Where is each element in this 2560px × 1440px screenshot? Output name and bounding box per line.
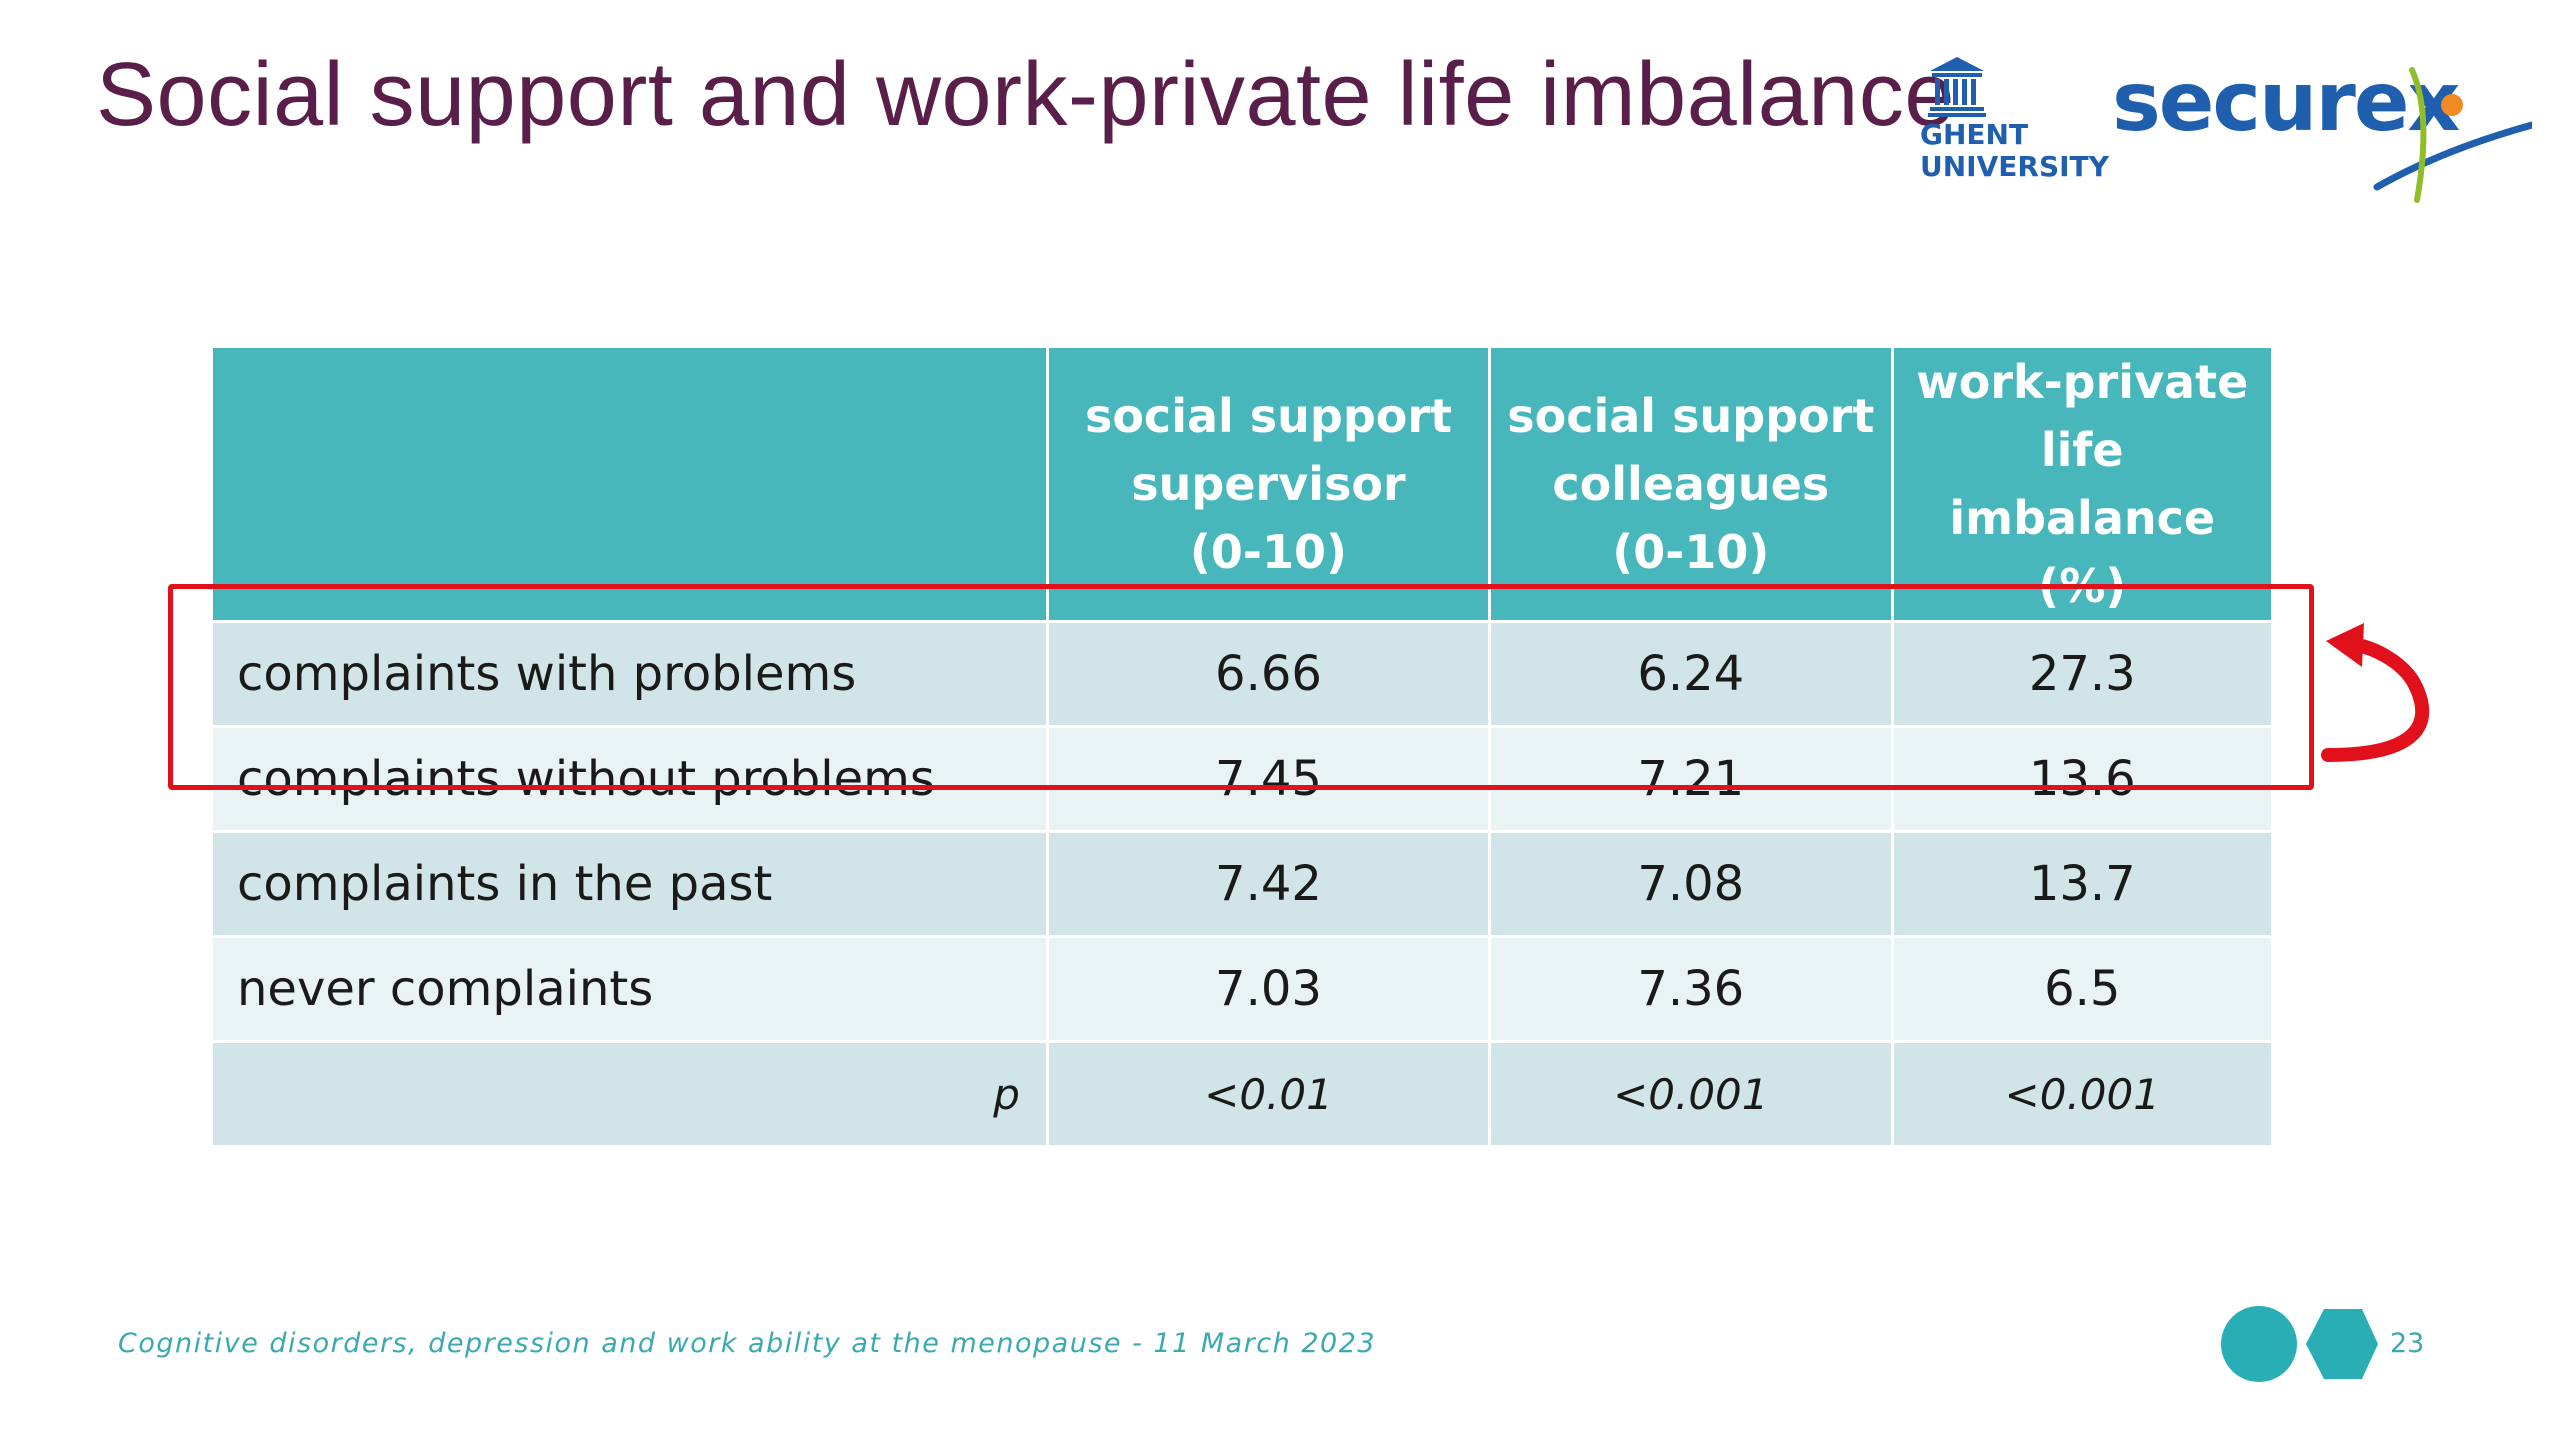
cell-colleagues: 7.36: [1491, 935, 1891, 1040]
header-social-support-colleagues: social support colleagues (0-10): [1491, 348, 1891, 620]
row-label: complaints with problems: [213, 620, 1046, 725]
highlight-box: [168, 584, 2314, 790]
row-label: complaints without problems: [213, 725, 1046, 830]
securex-logo: securex: [2112, 55, 2532, 205]
row-label: never complaints: [213, 935, 1046, 1040]
page-number: 23: [2390, 1328, 2425, 1359]
header-line: (0-10): [1612, 525, 1770, 579]
header-line: work-private: [1916, 355, 2249, 409]
cell-colleagues: 7.08: [1491, 830, 1891, 935]
securex-swoosh-icon: [2373, 67, 2532, 203]
cell-imbalance: 13.7: [1893, 830, 2271, 935]
table-row: complaints with problems 6.66 6.24 27.3: [213, 620, 2271, 725]
header-work-private-life-imbalance: work-private life imbalance (%): [1893, 348, 2271, 620]
slide-title: Social support and work-private life imb…: [96, 45, 1955, 145]
table-header-row: social support supervisor (0-10) social …: [213, 348, 2271, 620]
cell-imbalance: 13.6: [1893, 725, 2271, 830]
header-line: life imbalance: [1949, 423, 2216, 545]
header-line: supervisor: [1131, 457, 1406, 511]
cell-imbalance: 6.5: [1893, 935, 2271, 1040]
cell-colleagues: 6.24: [1491, 620, 1891, 725]
cell-supervisor: 7.45: [1048, 725, 1489, 830]
p-value-supervisor: <0.01: [1048, 1040, 1489, 1145]
results-table: social support supervisor (0-10) social …: [210, 348, 2274, 1145]
p-value-imbalance: <0.001: [1893, 1040, 2271, 1145]
cell-imbalance: 27.3: [1893, 620, 2271, 725]
ugent-line-2: UNIVERSITY: [1920, 150, 2109, 183]
p-value-label: p: [213, 1040, 1046, 1145]
cell-colleagues: 7.21: [1491, 725, 1891, 830]
table-row: complaints without problems 7.45 7.21 13…: [213, 725, 2271, 830]
footer-shapes-icon: [2221, 1306, 2378, 1382]
header-line: (0-10): [1189, 525, 1348, 579]
ghent-university-logo: GHENT UNIVERSITY: [1920, 55, 2109, 185]
ghent-university-wordmark: GHENT UNIVERSITY: [1920, 119, 2109, 183]
header-line: social support: [1507, 389, 1875, 443]
curved-arrow-icon: [2321, 623, 2430, 762]
header-line: colleagues: [1552, 457, 1830, 511]
header-empty-cell: [213, 348, 1046, 620]
p-value-colleagues: <0.001: [1491, 1040, 1891, 1145]
ugent-line-1: GHENT: [1920, 118, 2029, 151]
p-value-row: p <0.01 <0.001 <0.001: [213, 1040, 2271, 1145]
university-building-icon: [1928, 57, 1986, 117]
table-row: complaints in the past 7.42 7.08 13.7: [213, 830, 2271, 935]
footer-text: Cognitive disorders, depression and work…: [118, 1328, 1377, 1359]
header-line: social support: [1084, 389, 1453, 443]
securex-wordmark: securex: [2112, 55, 2460, 150]
cell-supervisor: 6.66: [1048, 620, 1489, 725]
row-label: complaints in the past: [213, 830, 1046, 935]
cell-supervisor: 7.42: [1048, 830, 1489, 935]
table-row: never complaints 7.03 7.36 6.5: [213, 935, 2271, 1040]
cell-supervisor: 7.03: [1048, 935, 1489, 1040]
header-social-support-supervisor: social support supervisor (0-10): [1048, 348, 1489, 620]
